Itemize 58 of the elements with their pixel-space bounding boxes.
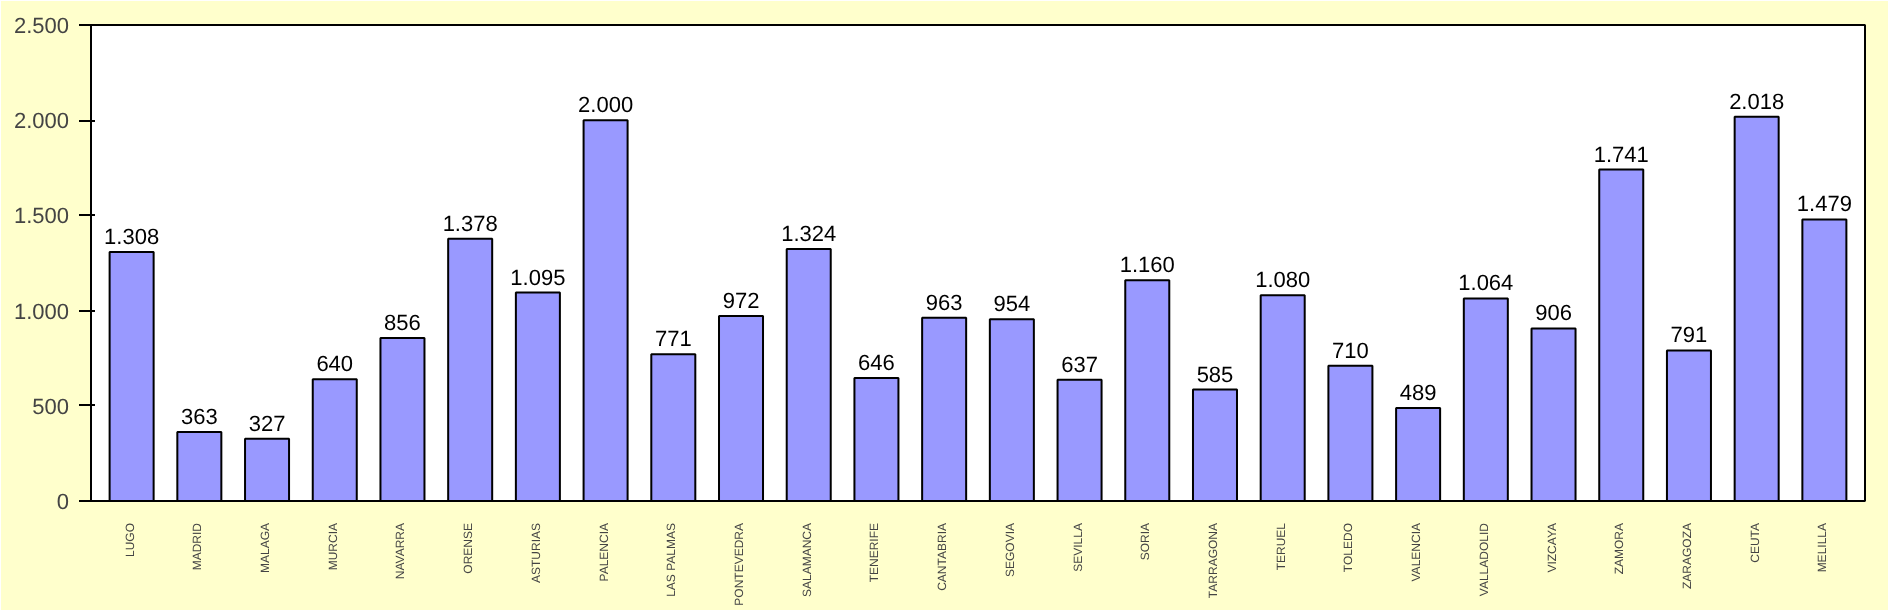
data-label: 1.741: [1593, 143, 1649, 168]
data-label: 972: [722, 289, 760, 314]
bar: [244, 437, 291, 501]
data-label: 710: [1332, 339, 1369, 364]
data-label: 1.378: [442, 212, 498, 237]
data-label: 856: [384, 312, 421, 337]
y-tick-label: 2.000: [13, 110, 70, 135]
data-label: 646: [858, 352, 895, 376]
data-label: 954: [993, 293, 1031, 318]
bar: [853, 377, 900, 501]
bar: [1530, 327, 1577, 501]
data-label: 637: [1061, 353, 1098, 378]
bar: [1056, 378, 1103, 501]
bar: [582, 119, 629, 501]
data-label: 2.018: [1729, 90, 1785, 115]
bar: [1395, 406, 1442, 501]
data-label: 363: [180, 405, 218, 430]
bar: [176, 430, 223, 501]
data-label: 327: [248, 412, 286, 437]
data-label: 640: [316, 353, 354, 378]
bar: [311, 378, 358, 501]
bar: [1598, 168, 1645, 501]
bar: [447, 237, 494, 501]
bar: [1327, 364, 1374, 501]
y-tick-label: 1.000: [13, 300, 70, 325]
bar: [650, 353, 697, 501]
bar: [1191, 388, 1238, 501]
bar: [785, 247, 832, 501]
data-label: 585: [1196, 363, 1234, 388]
data-label: 1.160: [1119, 254, 1175, 279]
bar: [1124, 279, 1171, 501]
data-label: 906: [1535, 302, 1572, 327]
bar: [1733, 115, 1780, 501]
bar: [921, 316, 968, 501]
y-tick-label: 0: [56, 491, 70, 515]
bar: [514, 291, 561, 501]
data-label: 1.080: [1255, 269, 1311, 294]
data-label: 1.308: [104, 225, 160, 250]
data-label: 1.324: [781, 222, 837, 247]
data-label: 489: [1399, 381, 1437, 406]
data-label: 2.000: [578, 94, 634, 119]
y-tick-label: 500: [32, 395, 70, 420]
data-label: 771: [654, 328, 692, 353]
y-tick-label: 2.500: [13, 15, 70, 39]
y-tick-label: 1.500: [13, 205, 70, 230]
bar: [1801, 218, 1848, 501]
data-label: 1.095: [510, 266, 566, 291]
data-label: 791: [1670, 324, 1708, 349]
bar: [1462, 297, 1509, 501]
bar: [108, 250, 155, 501]
data-label: 963: [925, 291, 963, 316]
bar: [1259, 294, 1306, 501]
data-label: 1.064: [1458, 272, 1514, 297]
bar: [1665, 349, 1712, 501]
data-label: 1.479: [1796, 193, 1852, 218]
bar: [718, 314, 765, 501]
bar: [988, 318, 1035, 501]
bar: [379, 337, 426, 501]
